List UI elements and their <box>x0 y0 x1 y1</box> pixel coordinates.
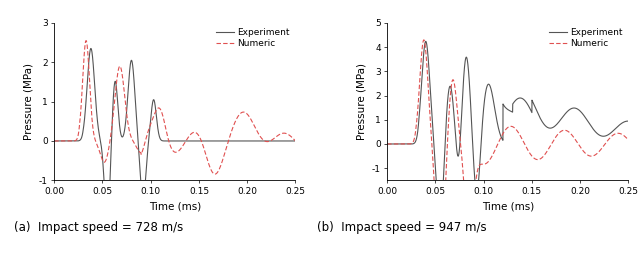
Legend: Experiment, Numeric: Experiment, Numeric <box>215 27 291 49</box>
Experiment <box>78 136 85 139</box>
Numeric <box>486 157 494 161</box>
Experiment <box>436 219 444 222</box>
Experiment <box>594 133 602 136</box>
Experiment <box>154 123 161 126</box>
Numeric <box>620 134 628 137</box>
X-axis label: Time (ms): Time (ms) <box>482 201 534 211</box>
Numeric <box>78 95 85 98</box>
Y-axis label: Pressure (MPa): Pressure (MPa) <box>357 63 366 140</box>
Numeric <box>420 38 427 41</box>
Experiment <box>292 139 299 142</box>
Experiment <box>50 139 58 142</box>
Legend: Experiment, Numeric: Experiment, Numeric <box>548 27 624 49</box>
Experiment <box>486 85 494 88</box>
Text: (a)  Impact speed = 728 m/s: (a) Impact speed = 728 m/s <box>14 221 184 234</box>
Numeric <box>383 142 391 146</box>
X-axis label: Time (ms): Time (ms) <box>149 201 201 211</box>
Numeric <box>154 107 161 110</box>
Line: Numeric: Numeric <box>54 41 295 174</box>
Numeric <box>292 139 299 142</box>
Numeric <box>261 139 269 142</box>
Numeric <box>287 135 295 138</box>
Y-axis label: Pressure (MPa): Pressure (MPa) <box>24 63 33 140</box>
Numeric <box>426 100 433 103</box>
Experiment <box>411 141 419 144</box>
Experiment <box>625 120 632 123</box>
Line: Numeric: Numeric <box>387 40 628 254</box>
Numeric <box>411 136 419 139</box>
Line: Experiment: Experiment <box>387 41 628 221</box>
Experiment <box>93 105 100 108</box>
Numeric <box>93 141 100 144</box>
Numeric <box>211 173 219 176</box>
Experiment <box>383 142 391 146</box>
Numeric <box>594 151 602 154</box>
Experiment <box>426 69 433 72</box>
Experiment <box>87 47 94 50</box>
Numeric <box>143 134 151 137</box>
Experiment <box>143 159 151 162</box>
Experiment <box>287 139 295 142</box>
Experiment <box>620 121 628 124</box>
Experiment <box>422 40 429 43</box>
Text: (b)  Impact speed = 947 m/s: (b) Impact speed = 947 m/s <box>317 221 487 234</box>
Numeric <box>476 163 484 166</box>
Line: Experiment: Experiment <box>54 49 295 223</box>
Experiment <box>476 162 484 165</box>
Experiment <box>103 221 111 224</box>
Experiment <box>261 139 269 142</box>
Numeric <box>625 138 632 141</box>
Numeric <box>50 139 58 142</box>
Numeric <box>82 39 90 42</box>
